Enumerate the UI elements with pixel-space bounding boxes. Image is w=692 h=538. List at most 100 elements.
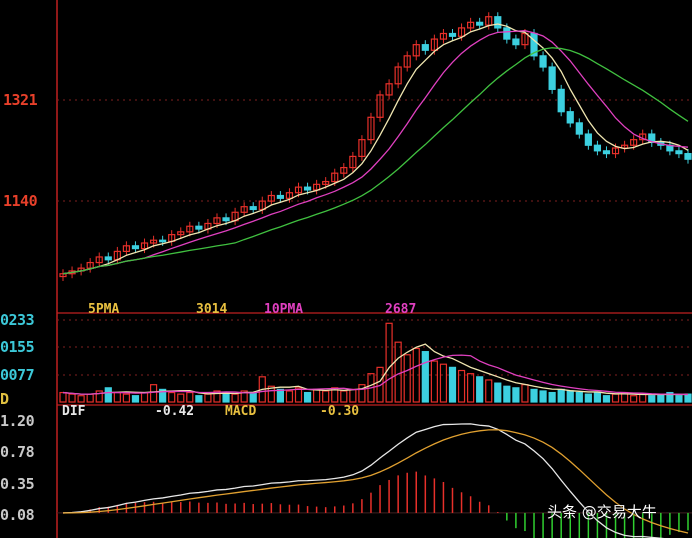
volume-bar	[639, 393, 647, 403]
candle-down	[548, 66, 556, 90]
candle-down	[131, 245, 140, 250]
macd-y-label: 1.20	[0, 412, 35, 430]
candle-up	[521, 32, 529, 46]
legend-dif-label: DIF	[62, 404, 86, 419]
volume-y-label: 0077	[0, 366, 35, 384]
legend-ma10-value: 2687	[385, 302, 417, 317]
volume-bar	[675, 395, 683, 403]
volume-bar	[467, 373, 475, 403]
candle-up	[349, 155, 357, 169]
candle-down	[512, 38, 520, 46]
candle-up	[186, 225, 194, 233]
candle-up	[457, 27, 466, 37]
volume-bar	[648, 395, 656, 403]
candle-up	[376, 94, 384, 118]
volume-bar	[548, 391, 556, 403]
candle-up	[630, 139, 638, 146]
volume-bar	[140, 391, 149, 403]
candle-down	[584, 133, 592, 146]
volume-bar	[68, 393, 76, 403]
volume-bar	[394, 341, 402, 403]
candle-up	[95, 256, 103, 264]
candle-down	[195, 225, 203, 230]
candle-up	[340, 166, 348, 174]
volume-bar	[86, 393, 94, 403]
volume-bar	[575, 391, 583, 403]
volume-bar	[539, 390, 547, 403]
volume-bar	[457, 369, 466, 403]
volume-bar	[240, 390, 248, 403]
volume-bar	[439, 363, 448, 403]
candle-up	[358, 139, 366, 158]
volume-bar	[322, 390, 330, 403]
volume-bar	[104, 387, 112, 403]
volume-bar	[59, 391, 67, 403]
volume-bar	[385, 322, 393, 403]
volume-bar	[131, 395, 140, 403]
volume-bar	[358, 384, 366, 403]
volume-bar	[448, 366, 457, 403]
candle-up	[430, 38, 438, 51]
volume-bar	[376, 366, 384, 403]
price-ma5-line	[62, 23, 689, 275]
legend-macd-value: -0.30	[320, 404, 360, 419]
volume-bar	[485, 379, 493, 403]
volume-bar	[412, 347, 420, 403]
volume-ma10-line	[62, 354, 689, 396]
candle-up	[439, 32, 448, 40]
candle-up	[322, 180, 330, 185]
volume-bar	[95, 390, 103, 403]
candle-up	[267, 194, 275, 202]
price-y-label: 1140	[3, 192, 38, 210]
volume-bar	[222, 391, 230, 403]
candle-up	[467, 21, 475, 29]
macd-side-label: D	[0, 390, 9, 408]
legend-ma5-value: 3014	[196, 302, 228, 317]
candle-down	[503, 27, 511, 40]
volume-bar	[430, 360, 438, 403]
candle-up	[611, 147, 620, 155]
candle-down	[476, 21, 484, 26]
candle-up	[331, 172, 339, 183]
candle-down	[557, 88, 565, 113]
volume-y-label: 0155	[0, 338, 35, 356]
watermark: 头条 @交易大牛	[547, 503, 657, 521]
legend-dif-value: -0.42	[155, 404, 195, 419]
candle-up	[367, 116, 375, 141]
volume-bar	[213, 390, 221, 403]
candle-up	[385, 83, 393, 96]
volume-bar	[593, 391, 602, 403]
candle-down	[602, 150, 611, 155]
volume-bar	[294, 387, 303, 403]
volume-bar	[195, 395, 203, 403]
candle-up	[149, 239, 158, 244]
volume-bar	[349, 388, 357, 403]
candle-up	[177, 231, 185, 236]
candle-down	[494, 16, 502, 29]
volume-bar	[204, 393, 212, 403]
candle-up	[403, 55, 411, 68]
candle-down	[249, 206, 257, 211]
volume-bar	[231, 393, 239, 403]
price-ma20-line	[62, 47, 689, 275]
candle-up	[285, 192, 294, 199]
volume-bar	[584, 393, 592, 403]
volume-y-label: 0233	[0, 311, 35, 329]
candle-down	[684, 153, 692, 160]
volume-bar	[602, 395, 611, 403]
legend-ma10-label: 10PMA	[264, 302, 304, 317]
volume-bar	[611, 393, 620, 403]
legend-ma5-label: 5PMA	[88, 302, 120, 317]
volume-bar	[249, 391, 257, 403]
volume-bar	[186, 391, 194, 403]
candle-down	[159, 239, 167, 243]
candle-down	[575, 122, 583, 135]
candle-down	[448, 32, 457, 37]
volume-bar	[512, 387, 520, 403]
volume-bar	[340, 390, 348, 403]
volume-bar	[149, 384, 158, 403]
candle-up	[140, 242, 149, 250]
dea-line	[62, 429, 689, 534]
